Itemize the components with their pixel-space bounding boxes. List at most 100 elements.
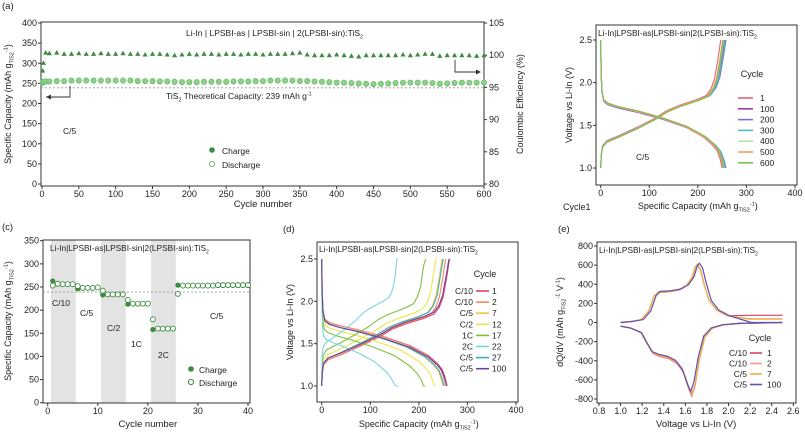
plot-frame [595, 24, 798, 186]
x-tick-label: 2.0 [722, 406, 735, 416]
legend-rate-label: C/10 [729, 348, 747, 358]
y-tick-label: -200 [575, 337, 593, 347]
x-axis-title: Specific Capacity (mAh gTiS2-1) [359, 419, 479, 432]
x-tick-label: 1.6 [679, 406, 692, 416]
legend-label: 500 [760, 147, 774, 157]
ce-point [135, 51, 141, 56]
charge-point [125, 301, 131, 307]
rate-shade [50, 240, 76, 403]
discharge-point [74, 283, 81, 290]
discharge-curve [321, 258, 448, 387]
ce-point [179, 51, 185, 57]
discharge-point [311, 78, 318, 85]
cycle1-label: Cycle1 [563, 202, 591, 212]
discharge-point [215, 78, 222, 85]
x-tick-label: 200 [411, 405, 426, 415]
y-tick-label: 200 [578, 298, 593, 308]
y-tick-label: 50 [29, 375, 39, 385]
ce-point [201, 51, 207, 56]
y-tick-label: 200 [24, 305, 39, 315]
x-tick-label: 1.4 [658, 406, 671, 416]
x-tick-label: 550 [440, 189, 455, 199]
discharge-point [97, 77, 104, 84]
y-tick-label: -600 [575, 375, 593, 385]
y2-axis-title: Coulombic Efficiency (%) [515, 54, 525, 154]
chart-a-cycling: 0 50 100 150 200 250 300 350 400 450 500 550 600 0 50 1… [3, 18, 525, 210]
ce-point [356, 53, 362, 59]
ce-point [260, 51, 266, 57]
discharge-point [124, 296, 131, 303]
ce-point [83, 51, 89, 56]
y2-tick-label: 85 [489, 147, 499, 157]
x-tick-label: 600 [476, 189, 491, 199]
rate-label: C/5 [80, 308, 94, 318]
y-tick-label: 200 [22, 99, 37, 109]
legend-discharge-label: Discharge [222, 160, 261, 170]
ce-point [451, 52, 458, 58]
legend-label: 100 [760, 104, 774, 114]
y-tick-label: 1.5 [579, 120, 592, 130]
x-tick-label: 50 [74, 189, 84, 199]
label-part: Li-In|LPSBI-as|LPSBI-sin|2(LPSBI-sin):Ti… [599, 245, 755, 255]
ce-point [142, 51, 148, 57]
y-axis-title: Voltage vs Li-In (V) [564, 67, 574, 143]
x-tick-label: 0 [39, 189, 44, 199]
x-tick-label: 1.2 [636, 406, 649, 416]
discharge-point [444, 80, 451, 87]
y-tick-label: 2.5 [300, 254, 313, 264]
discharge-point [392, 79, 399, 86]
label-part: ) [3, 44, 13, 47]
x-axis-title: Cycle number [119, 419, 178, 430]
legend-label: 200 [760, 115, 774, 125]
charge-curve [600, 39, 725, 169]
label-part: -1 [3, 47, 9, 52]
ce-point [186, 51, 192, 56]
discharge-point [407, 79, 414, 86]
x-tick-label: 250 [219, 189, 234, 199]
legend-rate-label: 1C [462, 330, 473, 340]
label-part: ) [555, 277, 565, 280]
rate-label: 2C [158, 350, 169, 360]
rate-label: C/5 [63, 126, 77, 136]
legend-label: 400 [760, 136, 774, 146]
label-part: Theoretical Capacity: 239 mAh g [181, 91, 307, 101]
y-tick-label: 600 [578, 260, 593, 270]
x-tick-label: 1.0 [614, 406, 627, 416]
discharge-point [348, 79, 355, 86]
label-part: TiS [166, 91, 179, 101]
legend-label: 2 [767, 359, 772, 369]
ce-point [275, 51, 281, 56]
x-tick-label: 350 [292, 189, 307, 199]
plot-frame [40, 21, 485, 187]
ce-point [76, 50, 82, 56]
y-tick-label: 0 [32, 179, 37, 189]
discharge-point [164, 78, 171, 85]
panel-label-c: (c) [2, 222, 13, 233]
ce-point [172, 52, 178, 58]
discharge-point [296, 77, 303, 84]
discharge-point [230, 282, 236, 289]
legend-discharge-marker [208, 160, 216, 168]
discharge-point [304, 77, 311, 84]
legend-charge-label: Charge [199, 365, 227, 375]
discharge-point [209, 282, 216, 289]
discharge-point [201, 78, 208, 85]
plot-frame [316, 241, 519, 403]
theoretical-capacity-label: TiS2 Theoretical Capacity: 239 mAh g-1 [166, 91, 312, 104]
discharge-point [215, 282, 221, 289]
ce-point [54, 50, 60, 55]
x-tick-label: 40 [243, 406, 253, 416]
label-part: Specific Capacity (mAh g [638, 201, 739, 211]
x-tick-label: 0 [45, 406, 50, 416]
discharge-point [333, 79, 340, 86]
label-part: Li-In|LPSBI-as|LPSBI-sin|2(LPSBI-sin):Ti… [598, 28, 754, 38]
ce-point [370, 52, 377, 58]
x-tick-label: 30 [193, 406, 203, 416]
label-part: TiS2 [459, 426, 470, 432]
charge-point [150, 326, 156, 333]
discharge-point [104, 291, 111, 298]
x-tick-label: 300 [460, 405, 475, 415]
legend-label: 1 [760, 93, 765, 103]
discharge-point [171, 78, 178, 85]
